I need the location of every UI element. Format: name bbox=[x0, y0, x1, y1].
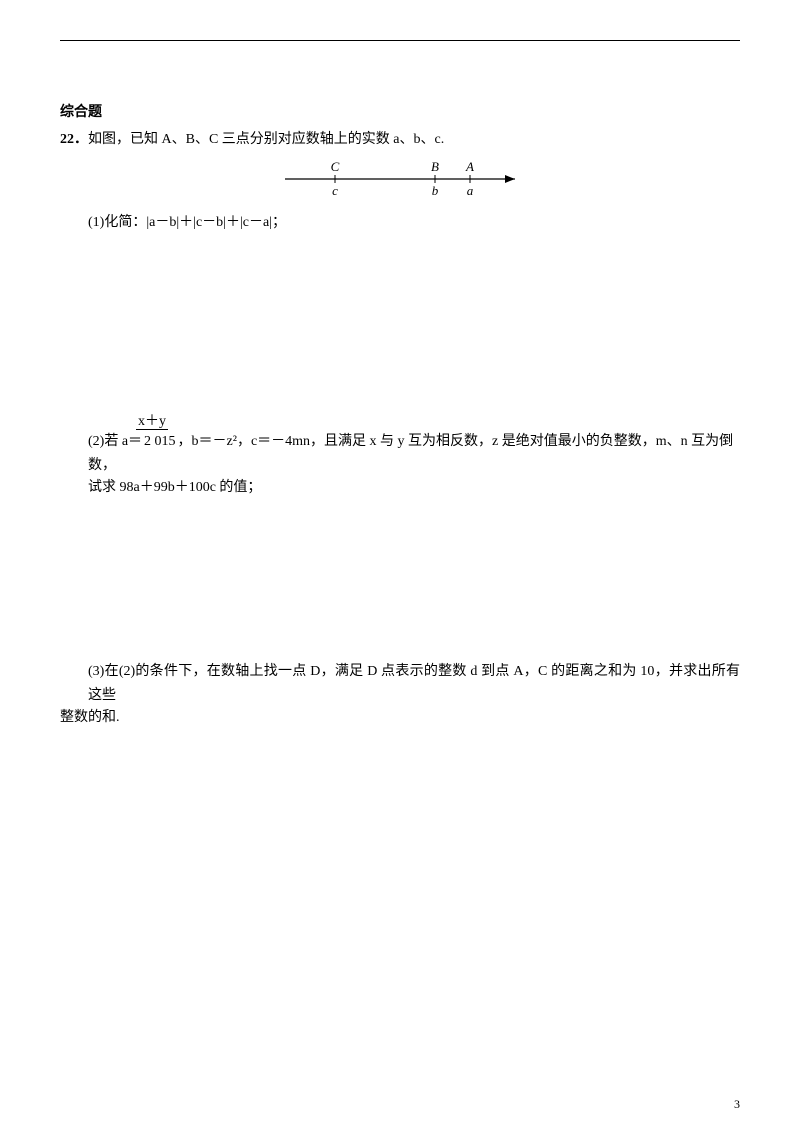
problem-statement: 22．如图，已知 A、B、C 三点分别对应数轴上的实数 a、b、c. bbox=[60, 129, 740, 151]
svg-text:c: c bbox=[332, 183, 338, 197]
svg-text:A: A bbox=[465, 159, 474, 174]
subquestion-2-line1: (2)若 a＝2 015，b＝－z²，c＝－4mn，且满足 x 与 y 互为相反… bbox=[88, 430, 740, 478]
sub2-after: ，b＝－z²，c＝－4mn，且满足 x 与 y 互为相反数，z 是绝对值最小的负… bbox=[88, 434, 733, 473]
sub3-line2: 整数的和. bbox=[60, 710, 120, 725]
sub2-line2: 试求 98a＋99b＋100c 的值； bbox=[88, 480, 261, 495]
sub2-prefix: (2)若 a＝ bbox=[88, 434, 142, 449]
svg-text:C: C bbox=[331, 159, 340, 174]
subquestion-2-line2: 试求 98a＋99b＋100c 的值； bbox=[60, 477, 740, 499]
number-line-diagram: C B A c b a bbox=[60, 157, 740, 202]
svg-text:a: a bbox=[467, 183, 474, 197]
problem-number: 22． bbox=[60, 132, 88, 147]
subquestion-3-line1: (3)在(2)的条件下，在数轴上找一点 D，满足 D 点表示的整数 d 到点 A… bbox=[60, 660, 740, 708]
subquestion-3-line2: 整数的和. bbox=[60, 707, 740, 729]
sub2-fraction: x＋y bbox=[116, 415, 740, 430]
problem-text: 如图，已知 A、B、C 三点分别对应数轴上的实数 a、b、c. bbox=[88, 132, 444, 147]
page-number: 3 bbox=[734, 1097, 740, 1112]
svg-text:B: B bbox=[431, 159, 439, 174]
sub1-label: (1)化简： bbox=[88, 215, 146, 230]
frac-denominator: 2 015 bbox=[142, 430, 178, 454]
svg-text:b: b bbox=[432, 183, 439, 197]
sub3-line1: (3)在(2)的条件下，在数轴上找一点 D，满足 D 点表示的整数 d 到点 A… bbox=[88, 664, 740, 703]
top-rule bbox=[60, 40, 740, 41]
subquestion-1: (1)化简：|a－b|＋|c－b|＋|c－a|； bbox=[88, 212, 740, 234]
frac-numerator: x＋y bbox=[136, 415, 168, 430]
sub1-expr: |a－b|＋|c－b|＋|c－a|； bbox=[146, 215, 286, 230]
section-heading: 综合题 bbox=[60, 101, 740, 121]
